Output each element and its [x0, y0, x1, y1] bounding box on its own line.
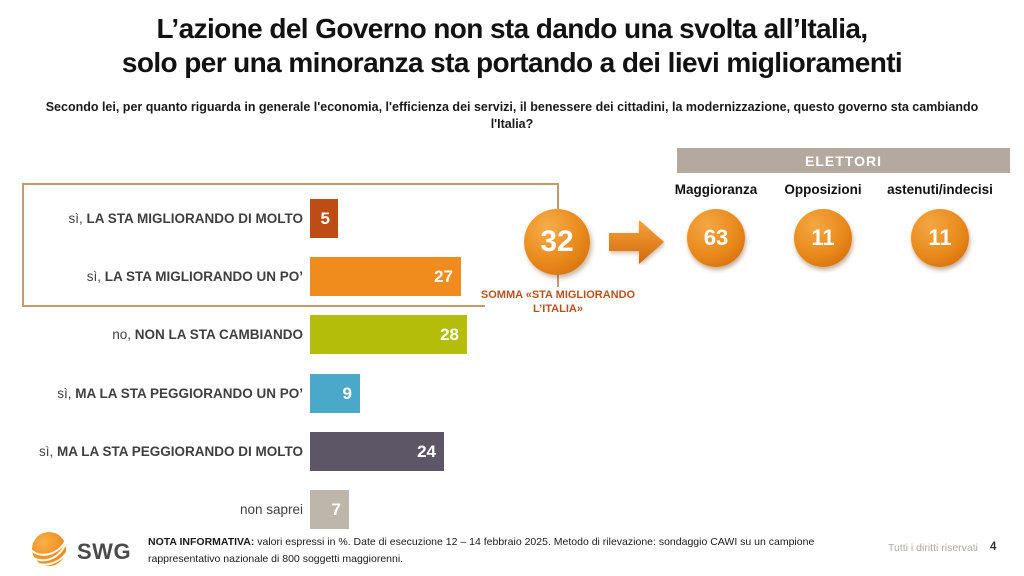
- bar-row-non-saprei: non saprei 7: [22, 490, 1012, 529]
- title-line-2: solo per una minoranza sta portando a de…: [121, 47, 903, 78]
- bar-value: 9: [342, 383, 352, 403]
- elettori-col-label: astenuti/indecisi: [887, 182, 993, 197]
- bar-label: no, NON LA STA CAMBIANDO: [112, 327, 303, 342]
- sum-bracket-connector: [557, 185, 559, 210]
- sum-bracket-top: [22, 183, 559, 185]
- bar-label: sì, LA STA MIGLIORANDO UN PO’: [86, 269, 303, 284]
- survey-question: Secondo lei, per quanto riguarda in gene…: [45, 100, 979, 131]
- page-title: L’azione del Governo non sta dando una s…: [0, 12, 1024, 80]
- bar-row-non-cambiando: no, NON LA STA CAMBIANDO 28: [22, 315, 1012, 354]
- sum-bracket-left: [22, 183, 24, 307]
- note-label: NOTA INFORMATIVA:: [148, 536, 255, 548]
- elettori-value-circle: 63: [687, 209, 745, 267]
- page-number: 4: [990, 541, 997, 553]
- bar-value: 5: [320, 208, 330, 228]
- elettori-col-opposizioni: Opposizioni 11: [767, 182, 879, 267]
- title-line-1: L’azione del Governo non sta dando una s…: [156, 13, 868, 44]
- bar: 9: [310, 374, 360, 413]
- bar-value: 27: [434, 266, 453, 286]
- methodology-note: NOTA INFORMATIVA: valori espressi in %. …: [148, 534, 838, 567]
- elettori-value-circle: 11: [794, 209, 852, 267]
- bar-row-migliorando-molto: sì, LA STA MIGLIORANDO DI MOLTO 5: [22, 199, 1012, 238]
- bar: 5: [310, 199, 338, 238]
- bar-label: sì, MA LA STA PEGGIORANDO DI MOLTO: [38, 444, 303, 459]
- bar: 24: [310, 432, 444, 471]
- sum-caption-tick: [557, 274, 559, 287]
- bar-label: non saprei: [239, 502, 303, 517]
- bar-value: 7: [331, 499, 341, 519]
- bar: 27: [310, 257, 461, 296]
- arrow-right-icon: [609, 220, 664, 264]
- note-text: valori espressi in %. Date di esecuzione…: [148, 536, 815, 565]
- sum-bracket-bottom: [22, 305, 485, 307]
- rights-text: Tutti i diritti riservati: [887, 542, 978, 554]
- bar: 7: [310, 490, 349, 529]
- swg-logo-icon: [29, 532, 68, 566]
- bar-value: 28: [440, 324, 459, 344]
- bar-row-peggiorando-poco: sì, MA LA STA PEGGIORANDO UN PO’ 9: [22, 374, 1012, 413]
- elettori-value-circle: 11: [911, 209, 969, 267]
- bar-row-peggiorando-molto: sì, MA LA STA PEGGIORANDO DI MOLTO 24: [22, 432, 1012, 471]
- bar-row-migliorando-poco: sì, LA STA MIGLIORANDO UN PO’ 27: [22, 257, 1012, 296]
- elettori-col-astenuti: astenuti/indecisi 11: [872, 182, 1008, 267]
- bar: 28: [310, 315, 467, 354]
- bar-label: sì, MA LA STA PEGGIORANDO UN PO’: [57, 386, 303, 401]
- elettori-col-maggioranza: Maggioranza 63: [660, 182, 772, 267]
- brand-text: SWG: [77, 539, 132, 564]
- sum-caption: SOMMA «STA MIGLIORANDO L’ITALIA»: [480, 289, 636, 315]
- elettori-col-label: Maggioranza: [674, 182, 758, 197]
- bar-label: sì, LA STA MIGLIORANDO DI MOLTO: [68, 211, 303, 226]
- sum-circle: 32: [524, 209, 590, 275]
- bar-value: 24: [417, 441, 436, 461]
- elettori-header: ELETTORI: [677, 148, 1010, 173]
- elettori-col-label: Opposizioni: [784, 182, 862, 197]
